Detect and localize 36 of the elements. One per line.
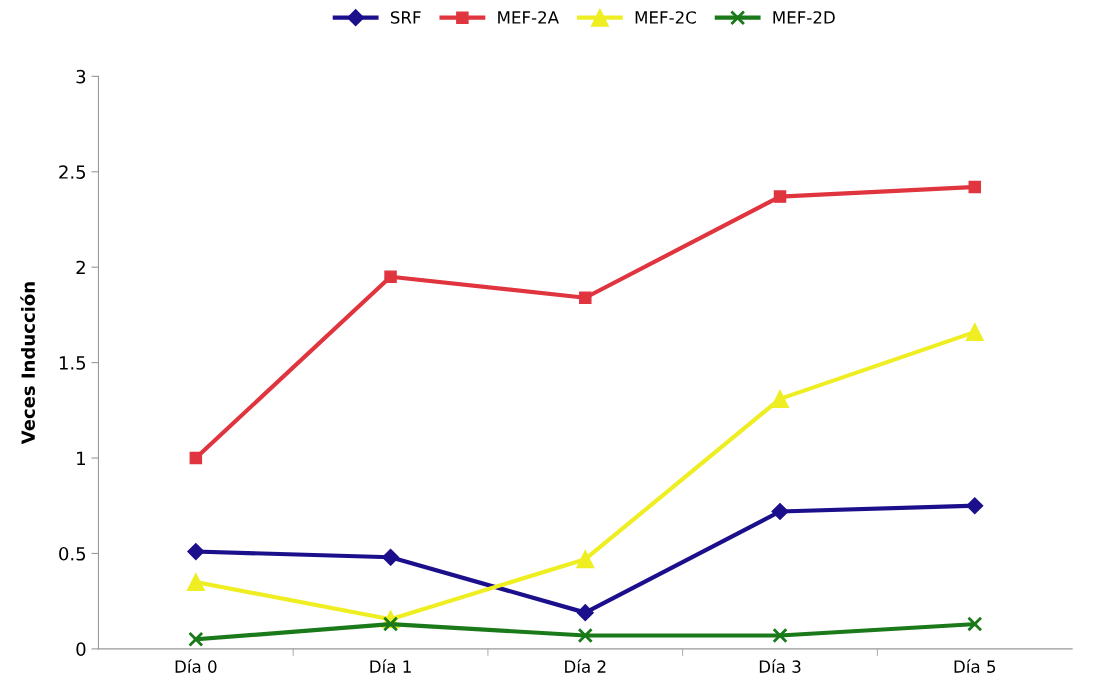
x-tick-label: Día 0 xyxy=(175,659,217,673)
legend-label: SRF xyxy=(390,11,421,24)
point xyxy=(576,550,595,569)
legend-label: MEF-2D xyxy=(773,11,835,24)
point xyxy=(771,502,789,521)
point xyxy=(576,604,594,622)
point xyxy=(189,451,203,465)
point xyxy=(384,270,397,283)
y-tick-label: 1 xyxy=(77,451,85,465)
legend-label: MEF-2C xyxy=(635,11,696,24)
point xyxy=(186,573,205,592)
point xyxy=(382,548,400,566)
y-tick-label: 1.5 xyxy=(59,356,86,370)
point xyxy=(770,389,790,408)
point xyxy=(968,180,982,194)
y-tick-label: 3 xyxy=(76,69,86,84)
point xyxy=(772,627,788,644)
y-tick-label: 0 xyxy=(76,642,86,657)
y-axis-title: Veces Inducción xyxy=(20,282,35,445)
x-tick-label: Día 2 xyxy=(565,659,606,673)
y-tick-label: 0.5 xyxy=(59,546,86,561)
point xyxy=(965,323,984,342)
point xyxy=(382,616,399,632)
point xyxy=(967,616,983,632)
y-tick-label: 2.5 xyxy=(59,165,86,179)
point xyxy=(966,497,984,515)
x-tick-label: Día 3 xyxy=(759,659,801,673)
point xyxy=(187,543,205,561)
x-tick-label: Día 1 xyxy=(370,659,411,673)
point xyxy=(577,627,593,644)
legend-label: MEF-2A xyxy=(498,11,559,24)
y-tick-label: 2 xyxy=(76,260,85,275)
point xyxy=(188,631,204,647)
x-tick-label: Día 5 xyxy=(954,659,996,673)
point xyxy=(773,190,787,203)
point xyxy=(579,291,592,304)
